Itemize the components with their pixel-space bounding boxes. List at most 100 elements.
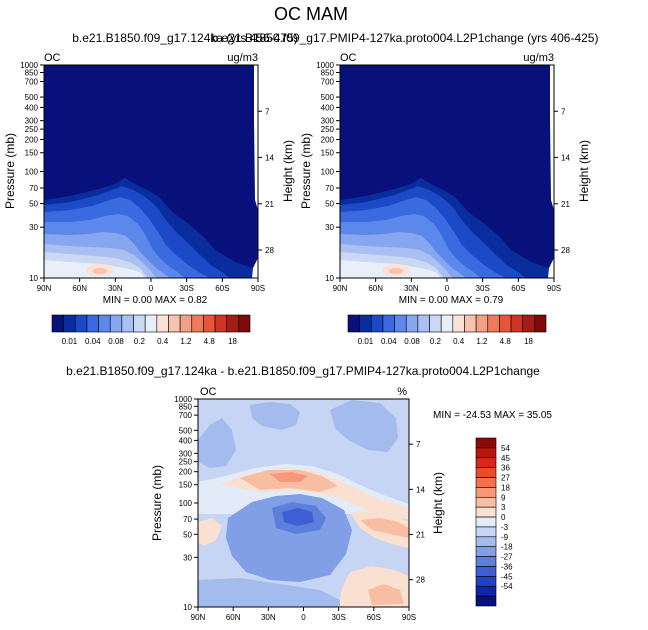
colorbar-swatch [347, 314, 360, 333]
colorbar-swatch [405, 314, 419, 333]
pressure-tick-label: 700 [25, 77, 39, 86]
panel-b-field [340, 65, 554, 278]
latitude-tick-label: 60S [367, 613, 381, 622]
latitude-tick-label: 60N [72, 284, 87, 293]
panel-a-unit-label: ug/m3 [227, 52, 258, 64]
height-tick-label: 21 [561, 200, 570, 209]
panel-c-unit-label: % [397, 386, 407, 398]
colorbar-label: 18 [228, 337, 237, 346]
pressure-tick-label: 30 [183, 553, 192, 562]
pressure-tick-label: 850 [25, 69, 39, 78]
colorbar-swatch [452, 314, 465, 333]
colorbar-label: -45 [501, 572, 513, 581]
colorbar-label: 18 [524, 337, 533, 346]
axes-and-colorbars: 1030507010015020025030040050070085010002… [20, 61, 570, 622]
colorbar-swatch [63, 314, 76, 333]
colorbar-swatch [98, 314, 111, 333]
pressure-tick-label: 150 [25, 149, 39, 158]
pressure-tick-label: 10 [29, 274, 38, 283]
panel-c-field [198, 399, 409, 607]
contour-band [330, 400, 398, 452]
latitude-tick-label: 0 [301, 613, 306, 622]
colorbar-label: 4.8 [204, 337, 216, 346]
colorbar-label: 0.4 [157, 337, 169, 346]
colorbar-swatch [238, 314, 251, 333]
missing-region [550, 65, 554, 210]
pressure-tick-label: 250 [321, 125, 335, 134]
colorbar-swatch [156, 314, 169, 333]
pressure-tick-label: 10 [183, 603, 192, 612]
pressure-tick-label: 70 [183, 515, 192, 524]
pressure-tick-label: 300 [321, 117, 335, 126]
panel-b-ylabel-right: Height (km) [577, 140, 591, 202]
pressure-tick-label: 300 [25, 117, 39, 126]
colorbar-swatch [382, 314, 395, 333]
colorbar-swatch [475, 437, 497, 449]
missing-region [254, 65, 258, 210]
colorbar-swatch [464, 314, 477, 333]
colorbar-label: 27 [501, 474, 510, 483]
colorbar-swatch [475, 595, 497, 607]
panel-a: b.e21.B1850.f09_g17.124ka (yrs 456-475) … [3, 31, 298, 306]
contour-band [282, 508, 314, 526]
height-tick-label: 14 [416, 485, 425, 494]
latitude-tick-label: 30N [108, 284, 123, 293]
height-tick-label: 7 [416, 440, 421, 449]
contour-band [250, 402, 300, 430]
panel-b-left-label: OC [340, 52, 357, 64]
height-tick-label: 28 [416, 576, 425, 585]
colorbar-swatch [168, 314, 181, 333]
page-title: OC MAM [274, 4, 348, 24]
colorbar-swatch [179, 314, 193, 333]
colorbar-swatch [191, 314, 204, 333]
colorbar-label: -18 [501, 543, 513, 552]
height-tick-label: 7 [561, 107, 566, 116]
contour-band [198, 518, 222, 546]
panel-c-title: b.e21.B1850.f09_g17.124ka - b.e21.B1850.… [66, 364, 540, 378]
pressure-tick-label: 30 [29, 223, 38, 232]
pressure-tick-label: 400 [321, 103, 335, 112]
colorbar-swatch [133, 314, 146, 333]
panel-a-ylabel: Pressure (mb) [3, 133, 17, 209]
pressure-tick-label: 50 [183, 530, 192, 539]
colorbar-swatch [475, 496, 497, 508]
colorbar-swatch [109, 314, 123, 333]
pressure-tick-label: 500 [179, 426, 193, 435]
colorbar-label: 4.8 [500, 337, 512, 346]
colorbar-swatch [214, 314, 228, 333]
height-tick-label: 21 [416, 530, 425, 539]
colorbar-swatch [203, 314, 216, 333]
panel-b: b.e21.B1850.f09_g17.PMIP4-127ka.proto004… [212, 31, 599, 306]
colorbar-swatch [510, 314, 524, 333]
panel-b-unit-label: ug/m3 [523, 52, 554, 64]
latitude-tick-label: 90S [547, 284, 561, 293]
colorbar-label: 0.01 [358, 337, 374, 346]
colorbar-label: -54 [501, 582, 513, 591]
height-tick-label: 14 [561, 154, 570, 163]
colorbar-label: 9 [501, 493, 506, 502]
latitude-tick-label: 30N [261, 613, 276, 622]
colorbar-label: 1.2 [476, 337, 488, 346]
pressure-tick-label: 1000 [174, 395, 192, 404]
pressure-tick-label: 200 [25, 135, 39, 144]
missing-region [252, 258, 258, 278]
panel-b-title: b.e21.B1850.f09_g17.PMIP4-127ka.proto004… [212, 31, 599, 45]
colorbar-swatch [144, 314, 158, 333]
colorbar-label: 0.08 [404, 337, 420, 346]
colorbar-swatch [475, 556, 497, 567]
latitude-tick-label: 90S [251, 284, 265, 293]
latitude-tick-label: 90S [402, 613, 416, 622]
colorbar-swatch [475, 314, 489, 333]
colorbar-swatch [475, 477, 497, 488]
colorbar-label: 36 [501, 464, 510, 473]
colorbar-label: -9 [501, 533, 509, 542]
pressure-tick-label: 70 [325, 184, 334, 193]
pressure-tick-label: 70 [29, 184, 38, 193]
pressure-tick-label: 850 [321, 69, 335, 78]
pressure-tick-label: 150 [321, 149, 335, 158]
colorbar-swatch [394, 314, 407, 333]
latitude-tick-label: 0 [445, 284, 450, 293]
colorbar-label: -27 [501, 553, 513, 562]
pressure-tick-label: 700 [321, 77, 335, 86]
colorbar-swatch [499, 314, 512, 333]
